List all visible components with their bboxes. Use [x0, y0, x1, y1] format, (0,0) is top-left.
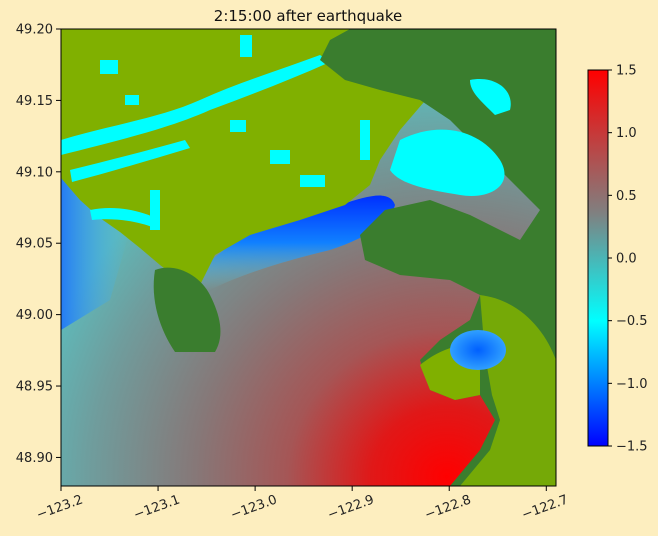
y-tick-label: 48.95: [16, 380, 53, 395]
blue-bay: [450, 330, 506, 370]
x-tick-label: −122.8: [423, 492, 473, 523]
y-tick-label: 49.10: [16, 165, 53, 180]
colorbar-ticks: −1.5 −1.0 −0.5 0.0 0.5 1.0 1.5: [608, 64, 648, 455]
y-tick-label: 49.00: [16, 308, 53, 323]
drawdown-band: [190, 195, 395, 290]
x-tick-label: −122.7: [520, 492, 570, 523]
flooded-valleys: [390, 79, 511, 196]
plot-frame: [60, 28, 557, 487]
colorbar-tick-label: −1.5: [616, 440, 648, 455]
plot-area: [61, 29, 556, 486]
flooded-river: [61, 29, 556, 230]
x-tick-label: −123.0: [229, 492, 279, 523]
y-tick-label: 49.05: [16, 237, 53, 252]
colorbar-tick-label: 1.5: [616, 64, 637, 79]
colorbar-tick-label: 1.0: [616, 126, 637, 141]
y-tick-label: 48.90: [16, 451, 53, 466]
y-tick-label: 49.20: [16, 23, 53, 38]
colorbar-tick-label: −0.5: [616, 314, 648, 329]
colorbar-tick-label: −1.0: [616, 377, 648, 392]
y-tick-label: 49.15: [16, 94, 53, 109]
colorbar: −1.5 −1.0 −0.5 0.0 0.5 1.0 1.5: [587, 64, 648, 455]
x-tick-label: −123.1: [132, 492, 182, 523]
chart-title: 2:15:00 after earthquake: [214, 7, 402, 25]
x-axis: −123.2 −123.1 −123.0 −122.9 −122.8 −122.7: [35, 486, 570, 523]
colorbar-tick-label: 0.0: [616, 252, 637, 267]
colorbar-tick-label: 0.5: [616, 189, 637, 204]
y-axis: 48.90 48.95 49.00 49.05 49.10 49.15 49.20: [16, 23, 61, 466]
x-tick-label: −122.9: [326, 492, 376, 523]
colorbar-scale: [587, 69, 609, 447]
peninsula: [153, 267, 221, 352]
x-tick-label: −123.2: [35, 492, 85, 523]
